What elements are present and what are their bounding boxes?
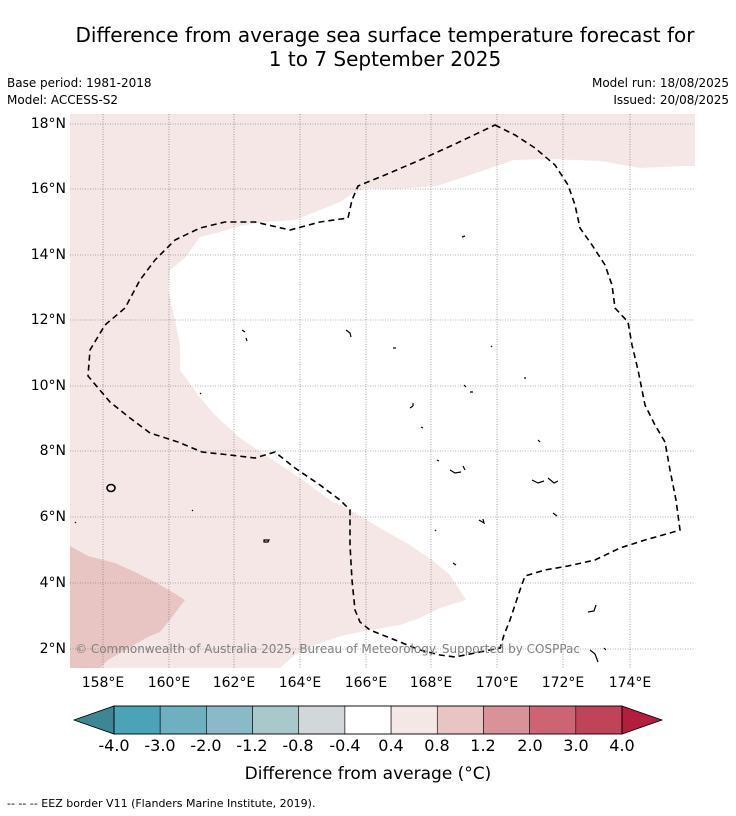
colorbar-label-n0-8: -0.8 xyxy=(282,736,314,755)
island-13 xyxy=(478,518,485,525)
island-6 xyxy=(463,384,473,393)
colorbar-cell-0 xyxy=(113,705,161,735)
island-19 xyxy=(191,509,194,512)
island-12 xyxy=(552,512,558,517)
colorbar-cell-1 xyxy=(159,705,207,735)
anomaly-region-medium xyxy=(70,546,185,668)
model-label: Model: ACCESS-S2 xyxy=(7,93,119,107)
lat-tick-4: 4°N xyxy=(39,575,66,591)
colorbar-label-n1-2: -1.2 xyxy=(236,736,268,755)
colorbar-title: Difference from average (°C) xyxy=(244,764,492,784)
colorbar-label-n2: -2.0 xyxy=(190,736,222,755)
island-kosrae xyxy=(263,539,270,543)
island-16 xyxy=(587,604,597,613)
colorbar-label-n3: -3.0 xyxy=(144,736,176,755)
lon-tick-162: 162°E xyxy=(212,675,256,691)
colorbar-cell-8 xyxy=(483,705,530,735)
lat-tick-14: 14°N xyxy=(30,247,66,263)
colorbar-cell-4 xyxy=(298,705,346,735)
colorbar-cell-5 xyxy=(344,705,392,735)
island-18 xyxy=(199,392,202,395)
colorbar-label-3: 3.0 xyxy=(563,736,589,755)
colorbar-extend-high xyxy=(621,705,664,735)
lon-tick-166: 166°E xyxy=(344,675,388,691)
lat-tick-16: 16°N xyxy=(30,181,66,197)
island-3 xyxy=(461,235,466,238)
colorbar-label-n4: -4.0 xyxy=(98,736,130,755)
colorbar-extend-low xyxy=(72,705,115,735)
lon-tick-172: 172°E xyxy=(541,675,585,691)
colorbar-label-n0-4: -0.4 xyxy=(329,736,361,755)
island-7 xyxy=(409,403,414,409)
island-14 xyxy=(434,529,437,532)
island-15 xyxy=(452,562,457,566)
lon-tick-158: 158°E xyxy=(81,675,125,691)
island-2 xyxy=(345,329,352,338)
lon-tick-164: 164°E xyxy=(278,675,322,691)
lon-tick-168: 168°E xyxy=(409,675,453,691)
colorbar-cell-6 xyxy=(390,705,438,735)
islands xyxy=(74,235,607,663)
colorbar-label-0-8: 0.8 xyxy=(424,736,450,755)
eez-legend-note: -- -- -- EEZ border V11 (Flanders Marine… xyxy=(7,797,316,810)
lat-tick-10: 10°N xyxy=(30,378,66,394)
chart-title-line2: 1 to 7 September 2025 xyxy=(268,47,502,71)
lat-tick-18: 18°N xyxy=(30,116,66,132)
colorbar-label-4: 4.0 xyxy=(609,736,635,755)
lon-tick-170: 170°E xyxy=(475,675,519,691)
lat-tick-2: 2°N xyxy=(39,641,66,657)
anomaly-map xyxy=(70,114,695,668)
island-11 xyxy=(531,477,559,484)
issued-label: Issued: 20/08/2025 xyxy=(613,93,729,107)
colorbar-label-1-2: 1.2 xyxy=(470,736,496,755)
chart-title-line1: Difference from average sea surface temp… xyxy=(75,23,695,47)
colorbar-label-0-4: 0.4 xyxy=(378,736,404,755)
island-8 xyxy=(420,426,424,429)
island-20 xyxy=(74,521,77,524)
model-run-label: Model run: 18/08/2025 xyxy=(591,76,729,90)
lat-tick-12: 12°N xyxy=(30,312,66,328)
lat-tick-8: 8°N xyxy=(39,443,66,459)
island-22 xyxy=(537,439,541,443)
lon-tick-174: 174°E xyxy=(608,675,652,691)
colorbar-label-2: 2.0 xyxy=(517,736,543,755)
map-grid xyxy=(70,114,695,668)
lon-tick-160: 160°E xyxy=(147,675,191,691)
map-credit: © Commonwealth of Australia 2025, Bureau… xyxy=(75,642,580,656)
island-17 xyxy=(589,647,607,663)
anomaly-region-light xyxy=(70,114,695,668)
eez-border xyxy=(87,124,681,658)
island-9 xyxy=(436,459,440,462)
base-period-label: Base period: 1981-2018 xyxy=(7,76,152,90)
island-5 xyxy=(490,345,493,348)
colorbar-cell-7 xyxy=(436,705,484,735)
island-1 xyxy=(241,329,248,342)
lat-tick-6: 6°N xyxy=(39,509,66,525)
colorbar-cell-3 xyxy=(252,705,300,735)
colorbar xyxy=(72,705,664,735)
island-10 xyxy=(449,465,466,474)
island-pohnpei xyxy=(106,483,116,493)
colorbar-cell-9 xyxy=(529,705,577,735)
colorbar-outline xyxy=(113,705,623,735)
colorbar-cell-2 xyxy=(206,705,253,735)
colorbar-cell-10 xyxy=(575,705,623,735)
